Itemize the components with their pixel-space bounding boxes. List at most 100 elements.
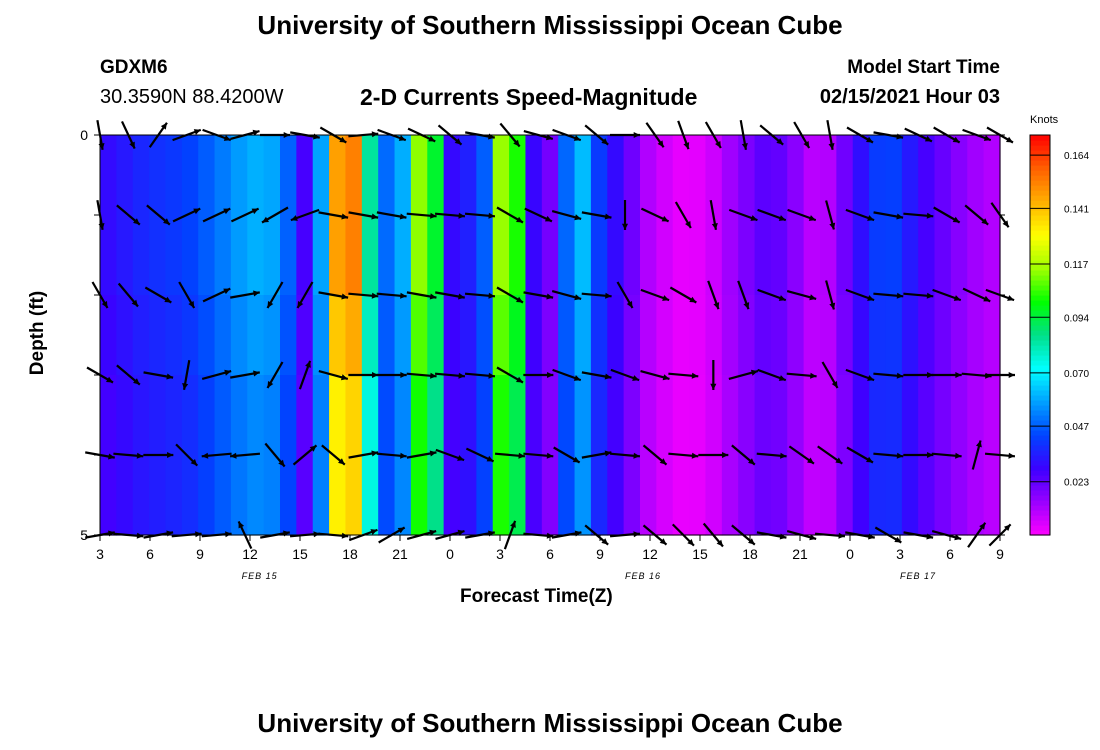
current-vector	[266, 281, 284, 309]
colorbar-segment	[1030, 385, 1050, 391]
heatmap-cell	[181, 375, 199, 456]
station-location: 30.3590N 88.4200W	[100, 86, 284, 108]
heatmap-cell	[345, 135, 363, 216]
heatmap-cell	[541, 215, 559, 296]
current-vector	[552, 368, 582, 382]
colorbar-tick-label: 0.094	[1064, 313, 1089, 324]
heatmap-cell	[656, 135, 674, 216]
heatmap-cell	[427, 215, 445, 296]
heatmap-cell	[885, 215, 903, 296]
heatmap-cell	[509, 375, 527, 456]
heatmap-cell	[378, 295, 396, 376]
x-axis: 3 6 9 12 15 18 21 0 3 6 9 12 15 18 21 0 3 6 9 FEB 15 FEB 16 F…	[96, 535, 1004, 581]
current-vector	[376, 452, 407, 459]
current-vector	[348, 450, 379, 459]
current-vector	[903, 212, 934, 219]
heatmap-cell	[460, 455, 477, 536]
heatmap-cell	[329, 295, 347, 376]
heatmap-cell	[836, 215, 854, 296]
heatmap-cell	[869, 455, 887, 536]
heatmap-cell	[525, 455, 543, 536]
heatmap-cell	[689, 375, 707, 456]
current-vector	[640, 207, 670, 223]
x-tick-label: 6	[946, 546, 954, 562]
heatmap-cell	[427, 135, 445, 216]
heatmap-cell	[803, 295, 821, 376]
current-vector	[553, 446, 581, 464]
heatmap-cell	[100, 135, 117, 216]
x-tick-label: 12	[242, 546, 258, 562]
heatmap-cell	[329, 375, 347, 456]
heatmap-cell	[149, 455, 167, 536]
heatmap-cell	[983, 215, 1001, 296]
heatmap-cell	[476, 295, 494, 376]
heatmap-cell	[721, 215, 739, 296]
heatmap-cell	[852, 455, 870, 536]
heatmap-cell	[738, 295, 756, 376]
colorbar-segment	[1030, 190, 1050, 196]
current-vector	[728, 208, 758, 222]
heatmap-cell	[460, 135, 477, 216]
heatmap-cell	[836, 455, 854, 536]
current-vector	[786, 290, 817, 301]
current-vector	[642, 444, 668, 466]
heatmap-cell	[460, 375, 477, 456]
heatmap-cell	[198, 135, 216, 216]
colorbar-segment	[1030, 210, 1050, 216]
heatmap-cell	[934, 375, 952, 456]
colorbar-segment	[1030, 240, 1050, 246]
heatmap-cell	[345, 295, 363, 376]
x-tick-label: 9	[996, 546, 1004, 562]
current-vector	[318, 370, 349, 381]
colorbar-tick-label: 0.117	[1064, 260, 1089, 271]
heatmap-cell	[754, 455, 772, 536]
current-vector	[348, 292, 379, 299]
current-vector	[728, 369, 759, 380]
current-vector	[496, 206, 524, 224]
colorbar-segment	[1030, 320, 1050, 326]
heatmap-cell	[656, 455, 674, 536]
heatmap-cell	[754, 295, 772, 376]
current-vector	[903, 292, 934, 299]
colorbar-segment	[1030, 500, 1050, 506]
colorbar-segment	[1030, 530, 1050, 536]
heatmap-cell	[181, 135, 199, 216]
heatmap-cell	[950, 215, 968, 296]
heatmap-cell	[443, 375, 461, 456]
heatmap-cell	[640, 135, 657, 216]
heatmap-cell	[689, 215, 707, 296]
heatmap-cell	[296, 215, 314, 296]
heatmap-cell	[361, 215, 379, 296]
model-start-label: Model Start Time	[847, 57, 1000, 78]
heatmap-cell	[770, 295, 788, 376]
heatmap-cell	[296, 455, 314, 536]
current-vector	[523, 452, 554, 459]
colorbar-segment	[1030, 280, 1050, 286]
colorbar-segment	[1030, 490, 1050, 496]
colorbar-segment	[1030, 480, 1050, 486]
colorbar-segment	[1030, 135, 1050, 141]
heatmap-cell	[525, 135, 543, 216]
current-vector	[406, 291, 437, 300]
current-vector	[756, 452, 787, 459]
heatmap-cell	[770, 135, 788, 216]
heatmap-cell	[280, 135, 297, 216]
heatmap-cell	[934, 295, 952, 376]
current-vector	[610, 368, 640, 382]
heatmap-cell	[656, 375, 674, 456]
heatmap-cell	[132, 295, 150, 376]
heatmap-cell	[361, 375, 379, 456]
heatmap-cell	[787, 215, 805, 296]
heatmap-cell	[689, 295, 707, 376]
colorbar-segment	[1030, 505, 1050, 511]
colorbar-tick-label: 0.047	[1064, 422, 1089, 433]
heatmap-cell	[787, 295, 805, 376]
current-vector	[933, 206, 961, 224]
page-title: University of Southern Mississippi Ocean…	[257, 10, 843, 40]
current-vector	[581, 450, 612, 459]
heatmap-cell	[165, 295, 183, 376]
heatmap-cell	[100, 215, 117, 296]
heatmap-cell	[705, 135, 723, 216]
heatmap-cell	[590, 455, 608, 536]
heatmap-cell	[590, 135, 608, 216]
